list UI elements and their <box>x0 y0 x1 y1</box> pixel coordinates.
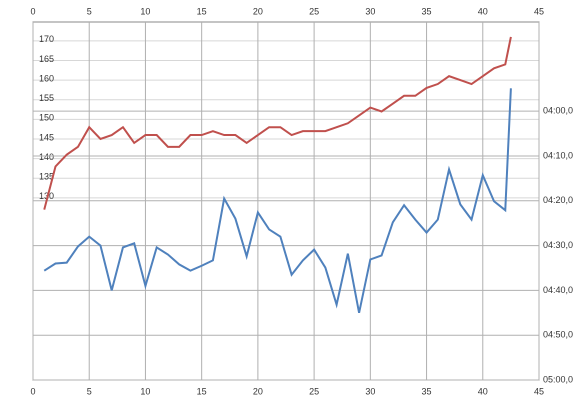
y-tick-label: 160 <box>39 73 54 83</box>
series-line <box>43 88 512 313</box>
y-tick-label: 165 <box>39 54 54 64</box>
x-tick-label: 45 <box>534 386 544 396</box>
x-tick-label: 0 <box>30 386 35 396</box>
y-tick-label: 130 <box>39 191 54 201</box>
y2-tick-label: 04:10,0 <box>543 150 573 160</box>
y-tick-label: 140 <box>39 152 54 162</box>
x-tick-label: 40 <box>478 6 488 16</box>
x-tick-label: 30 <box>365 386 375 396</box>
y2-tick-label: 05:00,0 <box>543 374 573 384</box>
x-tick-label: 20 <box>253 6 263 16</box>
x-tick-label: 25 <box>309 386 319 396</box>
y2-tick-label: 04:40,0 <box>543 285 573 295</box>
y-tick-label: 135 <box>39 172 54 182</box>
x-tick-label: 45 <box>534 6 544 16</box>
x-tick-label: 35 <box>422 6 432 16</box>
y-tick-label: 155 <box>39 93 54 103</box>
y2-tick-label: 04:50,0 <box>543 330 573 340</box>
x-tick-label: 0 <box>30 6 35 16</box>
x-tick-label: 40 <box>478 386 488 396</box>
x-tick-label: 10 <box>140 386 150 396</box>
x-tick-label: 25 <box>309 6 319 16</box>
x-tick-label: 15 <box>197 386 207 396</box>
y2-tick-label: 04:00,0 <box>543 106 573 116</box>
y-tick-label: 150 <box>39 113 54 123</box>
y2-tick-label: 04:20,0 <box>543 195 573 205</box>
x-tick-label: 5 <box>87 6 92 16</box>
x-tick-label: 30 <box>365 6 375 16</box>
x-tick-label: 10 <box>140 6 150 16</box>
x-tick-label: 5 <box>87 386 92 396</box>
x-tick-label: 20 <box>253 386 263 396</box>
x-tick-label: 35 <box>422 386 432 396</box>
y-tick-label: 145 <box>39 132 54 142</box>
x-tick-label: 15 <box>197 6 207 16</box>
series-line <box>43 36 512 210</box>
y2-tick-label: 04:30,0 <box>543 240 573 250</box>
y-tick-label: 170 <box>39 34 54 44</box>
